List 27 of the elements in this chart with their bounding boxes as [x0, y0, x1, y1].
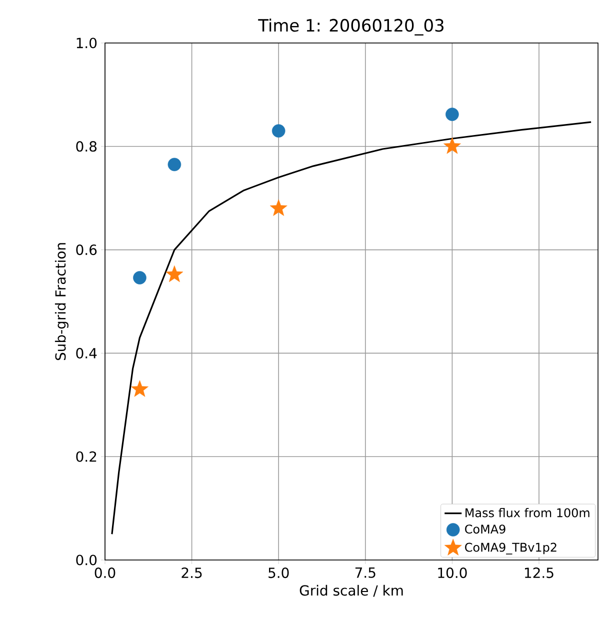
legend-label: CoMA9_TBv1p2: [465, 542, 556, 554]
x-tick-label: 2.5: [182, 568, 202, 578]
point: [166, 265, 184, 282]
y-tick-label: 0.4: [76, 348, 97, 358]
x-tick-label: 10.0: [438, 568, 467, 578]
point: [168, 158, 182, 172]
point: [131, 380, 148, 397]
legend-label: Mass flux from 100m: [466, 508, 590, 518]
y-tick-label: 0.2: [76, 451, 96, 462]
y-axis-title: Sub-grid Fraction: [54, 243, 68, 360]
point: [133, 271, 146, 284]
x-axis-title: Grid scale / km: [300, 584, 403, 597]
x-tick-label: 5.0: [268, 568, 289, 578]
point: [443, 137, 461, 154]
y-tick-label: 0.8: [76, 141, 97, 152]
x-tick-label: 12.5: [524, 568, 554, 578]
x-tick-label: 0.0: [94, 568, 116, 578]
point: [270, 199, 288, 216]
y-tick-label: 1.0: [76, 38, 97, 48]
y-tick-label: 0.6: [76, 244, 97, 256]
y-tick-label: 0.0: [76, 554, 97, 566]
point: [446, 108, 459, 121]
point: [272, 124, 286, 138]
line-series: [111, 121, 592, 535]
chart-title: Time 1: 20060120_03: [258, 18, 444, 36]
legend-label: CoMA9: [465, 524, 506, 534]
x-tick-label: 7.5: [355, 568, 376, 578]
